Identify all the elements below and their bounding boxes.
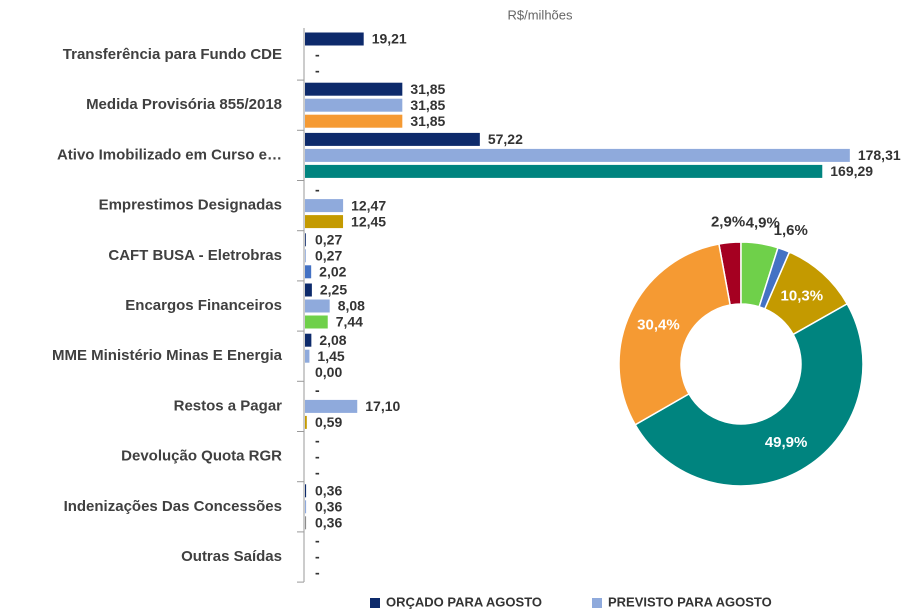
category-label: Encargos Financeiros [125,297,282,314]
bar [305,315,328,329]
category-label: Indenizações Das Concessões [64,498,282,515]
bar [305,114,403,128]
value-label: 31,85 [410,97,445,113]
value-label: 0,36 [315,483,342,499]
value-label: 0,36 [315,515,342,531]
bar [305,500,307,514]
bar [305,82,403,96]
bar [305,516,307,530]
slice-label: 4,9% [746,215,780,232]
category-label: Emprestimos Designadas [99,197,282,214]
value-label: 12,47 [351,197,386,213]
category-label: Ativo Imobilizado em Curso e… [57,146,282,163]
value-label: 0,00 [315,364,342,380]
bar [305,148,850,162]
value-label: 169,29 [830,163,873,179]
bar [305,299,330,313]
value-label: 2,25 [320,282,347,298]
slice-label: 30,4% [637,317,680,334]
bar [305,32,364,46]
legend-swatch [592,598,602,608]
slice-label: 1,6% [774,222,808,239]
value-label: - [315,448,320,464]
bar [305,98,403,112]
value-label: - [315,432,320,448]
bar [305,132,480,146]
value-label: 31,85 [410,113,445,129]
bar [305,283,312,297]
bar [305,265,312,279]
bar [305,215,344,229]
value-label: 178,31 [858,147,901,163]
value-label: - [315,533,320,549]
bar [305,399,358,413]
slice-label: 10,3% [781,287,824,304]
donut-slice [618,243,732,426]
category-label: Devolução Quota RGR [121,448,282,465]
category-label: Medida Provisória 855/2018 [86,96,282,113]
slice-label: 2,9% [711,214,745,231]
value-label: 8,08 [338,298,365,314]
bar [305,415,307,429]
value-label: - [315,382,320,398]
bar [305,249,306,263]
category-label: MME Ministério Minas E Energia [52,347,283,364]
category-label: Restos a Pagar [174,397,283,414]
value-label: 1,45 [317,348,344,364]
bar [305,164,823,178]
value-label: 0,27 [315,248,342,264]
bar [305,349,310,363]
value-label: - [315,549,320,565]
value-label: - [315,565,320,581]
value-label: 57,22 [488,131,523,147]
value-label: 0,27 [315,232,342,248]
legend-label: PREVISTO PARA AGOSTO [608,594,772,609]
value-label: - [315,47,320,63]
bar [305,484,307,498]
value-label: 19,21 [372,31,407,47]
value-label: 7,44 [336,314,363,330]
value-label: - [315,181,320,197]
value-label: 2,02 [319,264,346,280]
value-label: - [315,63,320,79]
slice-label: 49,9% [765,434,808,451]
value-label: 2,08 [319,332,346,348]
value-label: 0,59 [315,414,342,430]
value-label: 31,85 [410,81,445,97]
category-label: Outras Saídas [181,548,282,565]
category-label: Transferência para Fundo CDE [63,46,282,63]
category-label: CAFT BUSA - Eletrobras [108,247,282,264]
donut-slice [634,302,864,487]
bar [305,199,344,213]
subtitle: R$/milhões [507,7,573,22]
legend-label: ORÇADO PARA AGOSTO [386,594,542,609]
legend-swatch [370,598,380,608]
value-label: 17,10 [365,398,400,414]
value-label: - [315,464,320,480]
bar [305,333,312,347]
value-label: 12,45 [351,213,386,229]
bar [305,233,306,247]
value-label: 0,36 [315,499,342,515]
